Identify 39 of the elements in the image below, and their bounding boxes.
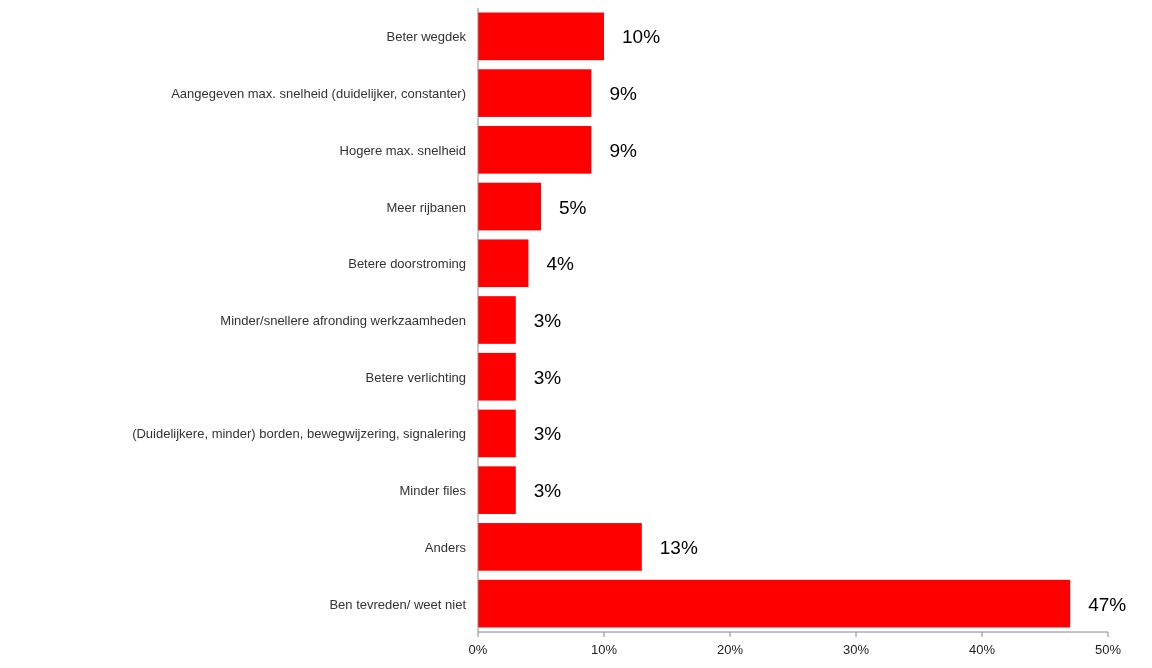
y-tick-label: Betere verlichting [365,369,466,385]
data-label: 5% [559,196,587,218]
bar [478,125,592,174]
y-tick-label: Minder/snellere afronding werkzaamheden [220,313,466,328]
bar [478,523,642,571]
x-tick-label: 50% [1094,642,1122,657]
bar [478,182,541,231]
y-tick-label: Beter wegdek [386,29,467,45]
bar [478,466,516,515]
data-label: 4% [546,253,574,275]
y-tick-label: Minder files [399,483,467,499]
y-tick-label: Hogere max. snelheid [339,142,466,158]
y-tick-label: Ben tevreden/ weet niet [329,596,467,612]
data-label: 3% [533,310,562,331]
data-label: 3% [533,366,562,388]
y-tick-label: Meer rijbanen [386,199,466,215]
y-tick-label: (Duidelijkere, minder) borden, bewegwijzering, signalering [132,426,466,442]
data-label: 13% [659,536,698,558]
bar [478,239,529,288]
bar [478,296,516,344]
bar [478,352,516,401]
y-tick-label: Anders [424,539,467,555]
x-tick-label: 0% [468,642,488,657]
data-label: 3% [533,480,562,502]
data-label: 47% [1088,593,1127,615]
x-tick-label: 40% [968,642,996,657]
x-tick-label: 30% [842,642,870,657]
y-tick-label: Betere doorstroming [348,256,466,272]
bar [478,409,516,458]
data-label: 9% [609,139,637,161]
data-label: 9% [609,83,637,105]
bar [478,579,1071,628]
y-tick-label: Aangegeven max. snelheid (duidelijker, constanter) [171,86,466,102]
data-label: 10% [622,26,661,48]
x-tick-label: 20% [716,642,744,657]
x-tick-label: 10% [590,642,618,657]
bar [478,69,592,117]
bar [478,12,604,61]
data-label: 3% [533,423,562,445]
